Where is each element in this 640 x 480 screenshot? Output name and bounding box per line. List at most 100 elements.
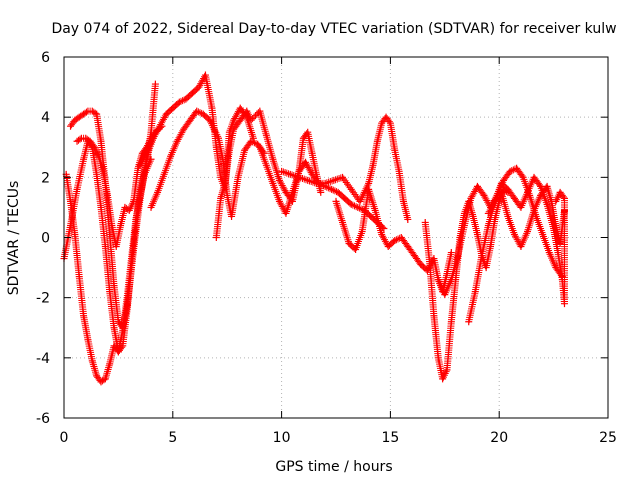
interpolated-point [334,205,342,213]
interpolated-point [194,108,202,116]
data-point [404,215,412,223]
x-tick-label: 20 [490,430,508,446]
interpolated-point [318,181,326,189]
y-tick-label: 0 [41,231,50,247]
data-point [210,125,218,133]
interpolated-point [211,127,219,135]
interpolated-point [283,169,291,177]
data-point [439,375,447,383]
interpolated-point [385,118,393,126]
interpolated-point [325,178,333,186]
interpolated-point [208,120,216,128]
interpolated-point [250,139,258,147]
interpolated-point [526,218,534,226]
interpolated-point [288,171,296,179]
interpolated-point [369,201,377,209]
series-track-8 [256,143,388,232]
interpolated-point [91,366,99,374]
interpolated-point [307,178,315,186]
interpolated-point [104,367,112,375]
interpolated-point [305,177,313,185]
interpolated-point [368,195,376,203]
data-point [321,179,329,187]
data-point [193,107,201,115]
interpolated-point [91,109,99,117]
interpolated-point [329,186,337,194]
interpolated-point [126,205,134,213]
data-point [332,197,340,205]
interpolated-point [508,167,516,175]
interpolated-point [357,196,365,204]
interpolated-point [527,216,535,224]
interpolated-point [281,169,289,177]
data-point [560,206,568,214]
data-point [506,167,514,175]
data-point [295,173,303,181]
interpolated-point [323,179,331,187]
interpolated-point [340,224,348,232]
series-track-6 [147,107,268,220]
data-point [391,237,399,245]
interpolated-point [349,201,357,209]
interpolated-point [392,236,400,244]
interpolated-point [343,232,351,240]
interpolated-point [355,204,363,212]
interpolated-point [90,362,98,370]
interpolated-point [332,176,340,184]
data-point [447,249,455,257]
chart-title: Day 074 of 2022, Sidereal Day-to-day VTE… [51,21,616,37]
interpolated-point [340,222,348,230]
interpolated-point [279,168,287,176]
interpolated-point [103,369,111,377]
interpolated-point [368,197,376,205]
interpolated-point [213,131,221,139]
interpolated-point [298,175,306,183]
data-point [247,137,255,145]
axes-layer: 0 5 10 15 20 25 -6 -4 -2 0 2 4 6 [36,50,617,446]
interpolated-point [527,197,535,205]
interpolated-point [441,369,449,377]
data-point [304,176,312,184]
interpolated-point [270,159,278,167]
interpolated-point [333,175,341,183]
interpolated-point [337,213,345,221]
interpolated-point [105,364,113,372]
interpolated-point [177,97,185,105]
interpolated-point [359,190,367,198]
data-point [339,218,347,226]
data-point [286,170,294,178]
interpolated-point [82,108,90,116]
interpolated-point [334,203,342,211]
x-tick-label: 5 [168,430,177,446]
interpolated-point [92,147,100,155]
data-point [90,143,98,151]
data-point [278,167,286,175]
interpolated-point [91,145,99,153]
data-points-layer [60,71,568,386]
interpolated-point [360,188,368,196]
interpolated-point [93,149,101,157]
data-point [206,116,214,124]
interpolated-point [300,175,308,183]
interpolated-point [335,175,343,183]
interpolated-point [249,115,257,123]
interpolated-point [337,215,345,223]
x-axis-label: GPS time / hours [275,459,392,475]
interpolated-point [128,201,136,209]
interpolated-point [271,163,279,171]
interpolated-point [528,214,536,222]
interpolated-point [251,112,259,120]
interpolated-point [370,203,378,211]
interpolated-point [331,187,339,195]
y-tick-label: -2 [36,291,50,307]
x-tick-label: 15 [381,430,399,446]
interpolated-point [273,169,281,177]
interpolated-point [250,113,258,121]
interpolated-point [357,205,365,213]
interpolated-point [341,226,349,234]
interpolated-point [326,178,334,186]
y-tick-label: -6 [36,411,50,427]
series-track-13 [465,173,568,326]
interpolated-point [527,195,535,203]
